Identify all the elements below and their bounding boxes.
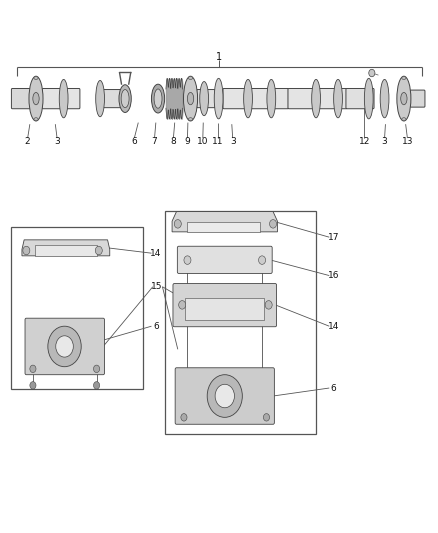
Text: 12: 12 <box>358 137 369 146</box>
Circle shape <box>258 256 265 264</box>
Text: 3: 3 <box>229 137 235 146</box>
Circle shape <box>30 382 36 389</box>
Bar <box>187 222 259 232</box>
Ellipse shape <box>187 92 193 105</box>
Circle shape <box>180 414 187 421</box>
Text: 15: 15 <box>151 282 162 291</box>
FancyBboxPatch shape <box>11 88 32 109</box>
Ellipse shape <box>401 77 405 79</box>
Ellipse shape <box>401 118 405 120</box>
FancyBboxPatch shape <box>42 88 80 109</box>
Text: 16: 16 <box>327 271 339 280</box>
Polygon shape <box>172 212 277 232</box>
Text: 7: 7 <box>151 137 157 146</box>
FancyBboxPatch shape <box>409 90 424 107</box>
Text: 8: 8 <box>170 137 176 146</box>
Ellipse shape <box>183 76 197 121</box>
FancyBboxPatch shape <box>98 90 122 108</box>
Polygon shape <box>22 240 110 256</box>
Circle shape <box>30 365 36 373</box>
Circle shape <box>93 365 99 373</box>
Bar <box>164 211 315 434</box>
Text: 14: 14 <box>150 249 161 257</box>
FancyBboxPatch shape <box>175 368 274 424</box>
Ellipse shape <box>188 77 192 79</box>
Circle shape <box>207 375 242 417</box>
Ellipse shape <box>151 84 164 113</box>
Ellipse shape <box>95 80 104 117</box>
Circle shape <box>368 69 374 77</box>
Ellipse shape <box>364 78 372 119</box>
FancyBboxPatch shape <box>177 246 272 273</box>
Ellipse shape <box>34 77 38 79</box>
Circle shape <box>269 220 276 228</box>
Circle shape <box>265 301 272 309</box>
Text: 10: 10 <box>197 137 208 146</box>
Text: 17: 17 <box>327 233 339 241</box>
Text: 6: 6 <box>152 322 159 330</box>
Text: 9: 9 <box>184 137 190 146</box>
Ellipse shape <box>188 118 192 120</box>
Ellipse shape <box>119 85 131 112</box>
Ellipse shape <box>214 78 223 119</box>
Circle shape <box>215 384 234 408</box>
Ellipse shape <box>379 79 388 118</box>
Circle shape <box>178 301 185 309</box>
FancyBboxPatch shape <box>173 284 276 327</box>
Bar <box>35 245 96 256</box>
Text: 2: 2 <box>25 137 30 146</box>
Bar <box>185 298 264 320</box>
Ellipse shape <box>266 79 275 118</box>
Ellipse shape <box>154 89 162 108</box>
Circle shape <box>93 382 99 389</box>
FancyBboxPatch shape <box>196 90 215 108</box>
Ellipse shape <box>33 92 39 105</box>
Ellipse shape <box>243 79 252 118</box>
FancyBboxPatch shape <box>25 318 104 375</box>
Text: 6: 6 <box>131 137 137 146</box>
Ellipse shape <box>59 79 68 118</box>
Text: 3: 3 <box>381 137 387 146</box>
Text: 13: 13 <box>401 137 412 146</box>
Circle shape <box>184 256 191 264</box>
Bar <box>11 227 142 389</box>
Circle shape <box>23 246 30 255</box>
FancyBboxPatch shape <box>345 88 373 109</box>
Circle shape <box>174 220 181 228</box>
Text: 1: 1 <box>216 52 222 62</box>
Circle shape <box>48 326 81 367</box>
Circle shape <box>56 336 73 357</box>
Text: 14: 14 <box>327 322 339 330</box>
Circle shape <box>95 246 102 255</box>
Circle shape <box>263 414 269 421</box>
Text: 3: 3 <box>54 137 60 146</box>
Ellipse shape <box>29 76 43 121</box>
Text: 11: 11 <box>212 137 223 146</box>
Ellipse shape <box>400 92 406 105</box>
Ellipse shape <box>34 118 38 120</box>
FancyBboxPatch shape <box>223 88 288 109</box>
Ellipse shape <box>333 79 342 118</box>
Ellipse shape <box>311 79 320 118</box>
Text: 6: 6 <box>330 384 336 392</box>
FancyBboxPatch shape <box>287 88 346 109</box>
Ellipse shape <box>121 90 129 108</box>
Ellipse shape <box>199 82 208 116</box>
Ellipse shape <box>396 76 410 121</box>
